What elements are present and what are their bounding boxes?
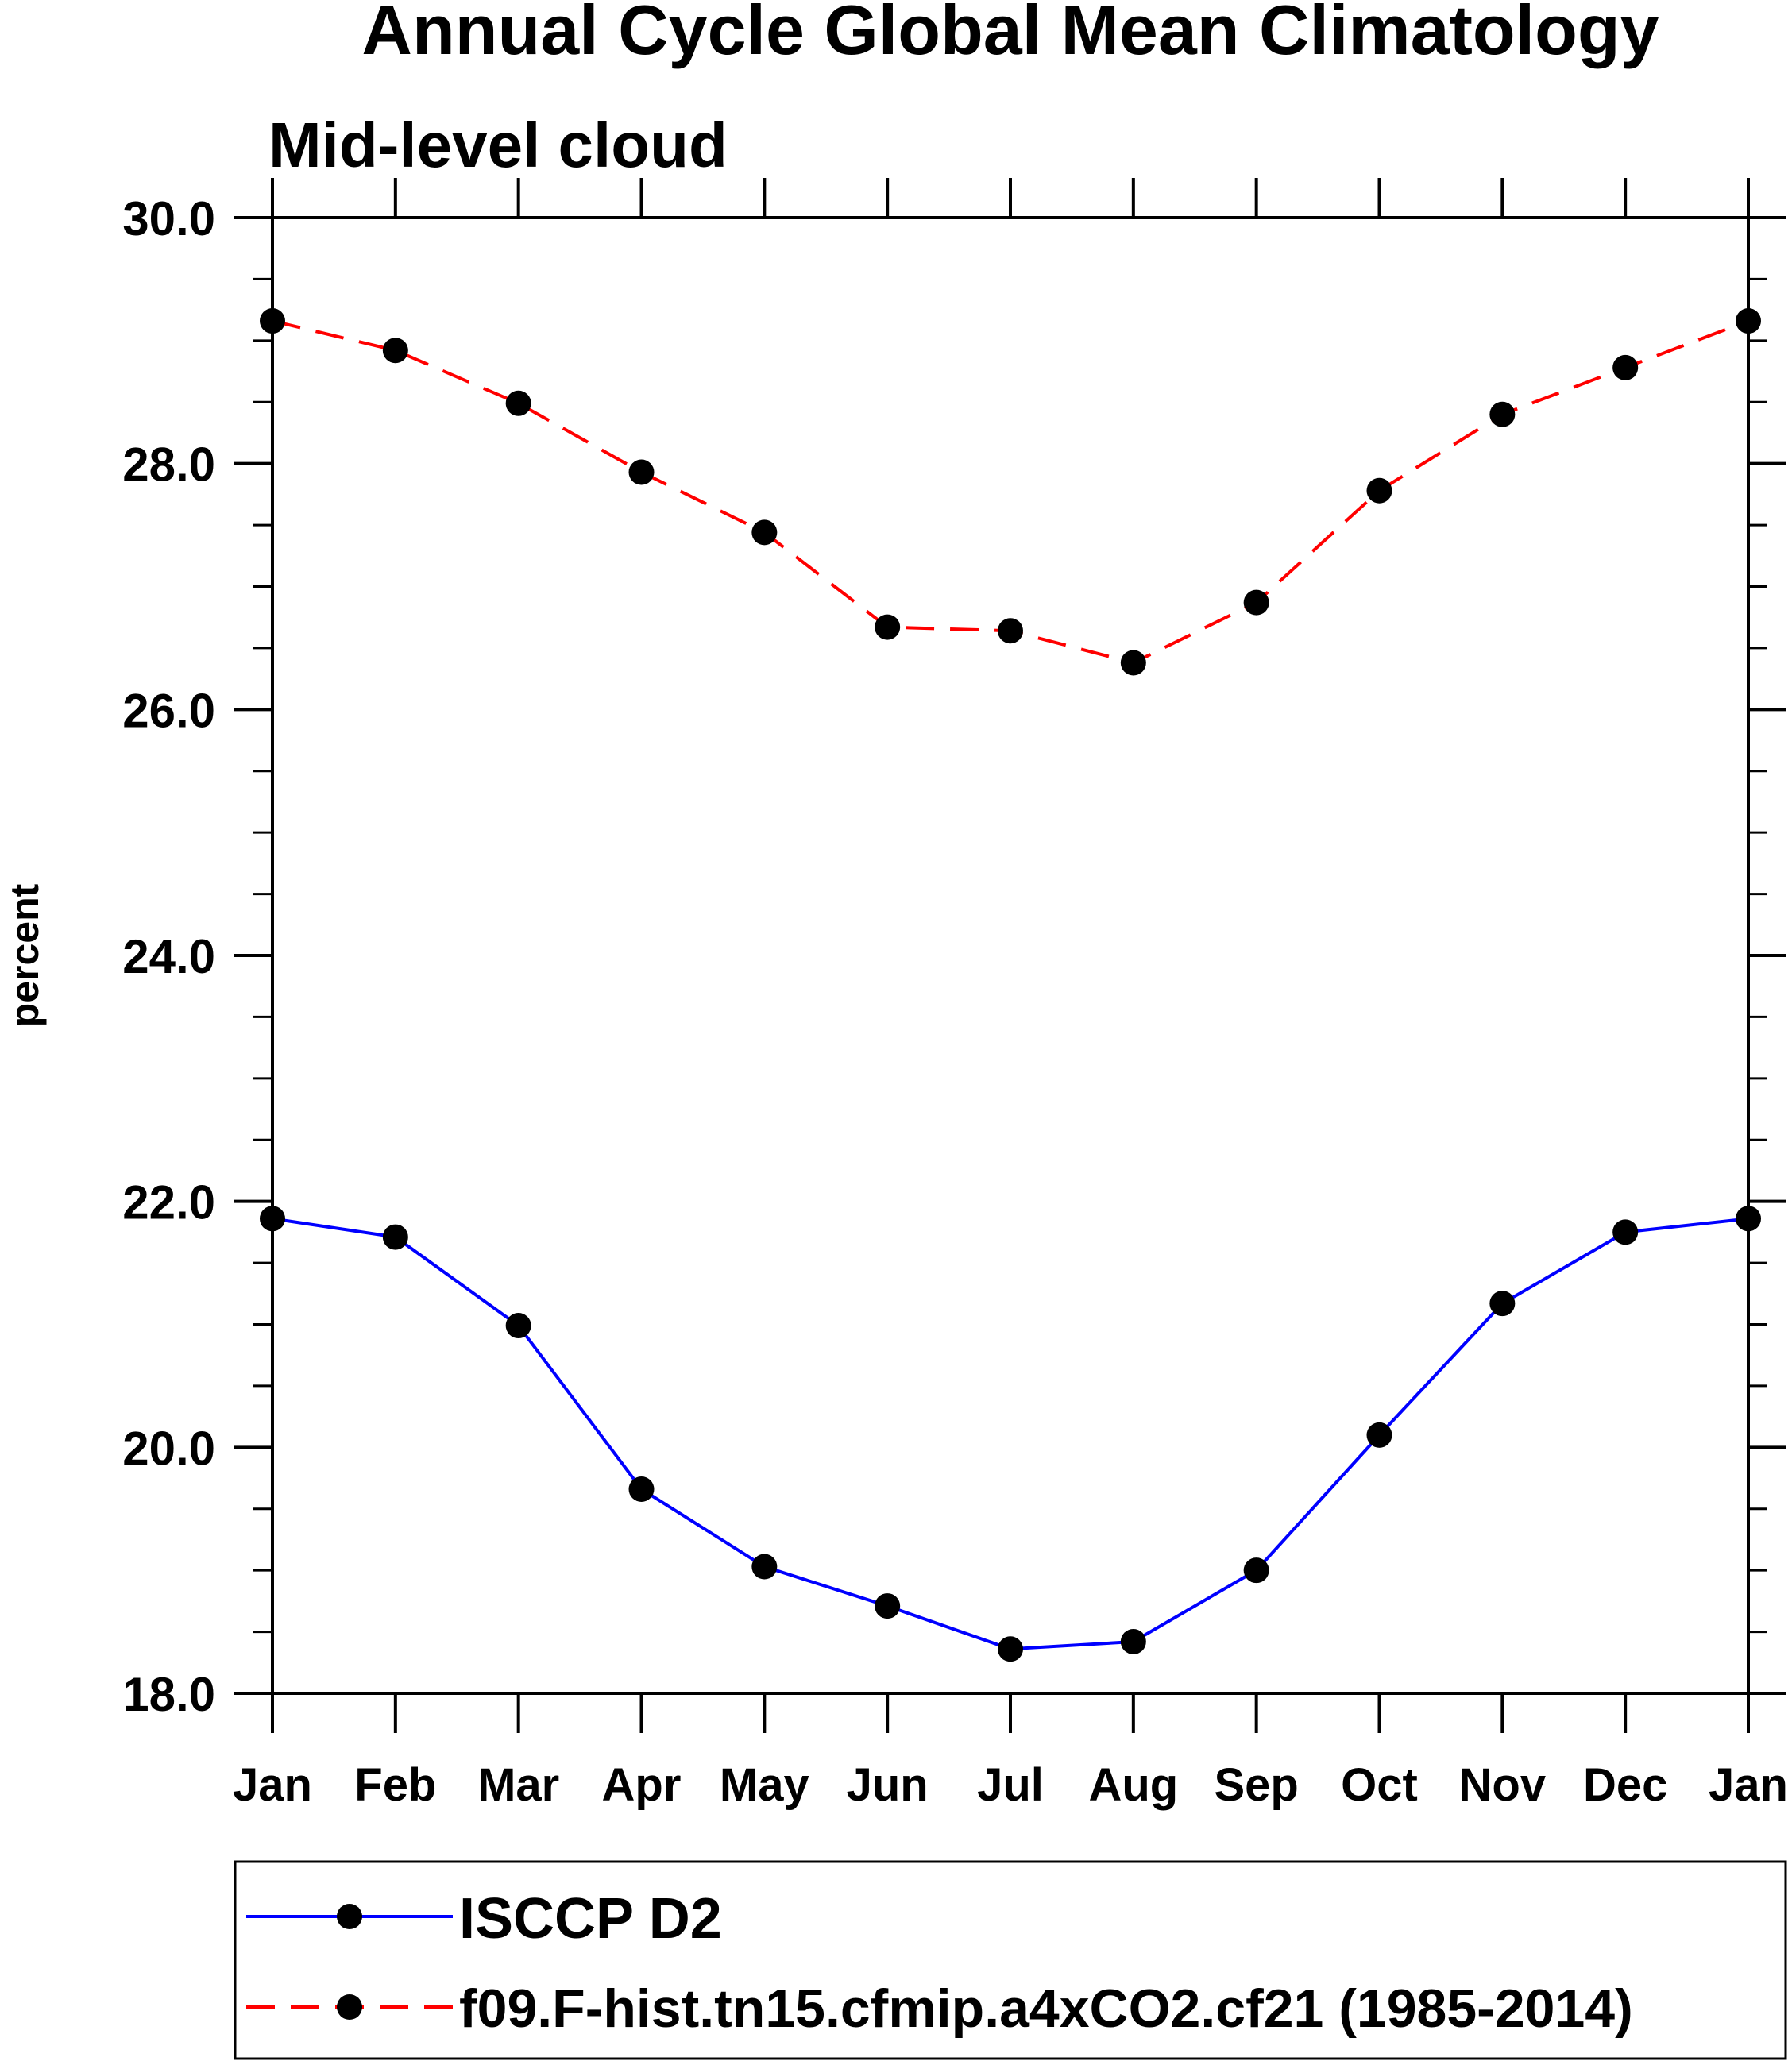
- x-tick-label: Sep: [1214, 1759, 1298, 1811]
- legend: ISCCP D2 f09.F-hist.tn15.cfmip.a4xCO2.cf…: [234, 1860, 1787, 2060]
- data-point-0: [1489, 1291, 1516, 1317]
- y-tick-label: 22.0: [122, 1176, 215, 1229]
- data-point-0: [1366, 1422, 1392, 1448]
- y-tick-label: 30.0: [122, 192, 215, 245]
- x-tick-label: Jan: [1709, 1759, 1788, 1811]
- data-point-1: [1489, 401, 1516, 427]
- data-point-0: [382, 1224, 408, 1250]
- legend-marker-isccp: [337, 1904, 362, 1929]
- data-point-0: [505, 1313, 531, 1339]
- data-point-1: [875, 614, 901, 640]
- x-tick-label: Jun: [847, 1759, 929, 1811]
- data-point-1: [1736, 308, 1761, 334]
- data-point-1: [260, 308, 285, 334]
- plot-frame: [271, 216, 1750, 1695]
- x-tick-label: Nov: [1459, 1759, 1547, 1811]
- data-point-1: [1243, 589, 1269, 616]
- data-point-1: [1366, 477, 1392, 504]
- data-point-1: [1120, 650, 1146, 676]
- legend-label-model: f09.F-hist.tn15.cfmip.a4xCO2.cf21 (1985-…: [459, 1978, 1633, 2039]
- series-line-1: [272, 319, 1749, 665]
- data-point-1: [751, 519, 778, 546]
- data-point-1: [998, 618, 1023, 644]
- y-tick-label: 26.0: [122, 684, 215, 737]
- data-point-0: [628, 1476, 655, 1502]
- legend-marker-model: [337, 1994, 362, 2020]
- y-tick-label: 28.0: [122, 438, 215, 492]
- data-point-1: [628, 459, 655, 485]
- x-tick-label: May: [720, 1759, 809, 1811]
- data-point-1: [1612, 354, 1639, 380]
- legend-label-isccp: ISCCP D2: [459, 1887, 722, 1951]
- x-tick-label: Dec: [1583, 1759, 1667, 1811]
- data-point-1: [382, 338, 408, 364]
- y-tick-label: 18.0: [122, 1668, 215, 1721]
- y-tick-label: 20.0: [122, 1422, 215, 1475]
- legend-box: [234, 1860, 1787, 2060]
- data-point-0: [998, 1636, 1023, 1662]
- series-line-0: [272, 1217, 1749, 1651]
- data-point-0: [1612, 1219, 1639, 1245]
- data-point-0: [1736, 1206, 1761, 1232]
- x-tick-label: Aug: [1088, 1759, 1178, 1811]
- x-tick-label: Feb: [354, 1759, 436, 1811]
- data-point-0: [1120, 1628, 1146, 1654]
- data-point-0: [875, 1593, 901, 1619]
- x-tick-label: Oct: [1341, 1759, 1418, 1811]
- y-axis-label: percent: [2, 883, 47, 1027]
- x-tick-label: Jan: [233, 1759, 312, 1811]
- data-point-0: [260, 1206, 285, 1232]
- x-tick-label: Mar: [477, 1759, 559, 1811]
- data-point-0: [751, 1554, 778, 1580]
- chart-title: Annual Cycle Global Mean Climatology: [361, 0, 1659, 69]
- x-tick-label: Jul: [977, 1759, 1044, 1811]
- y-tick-label: 24.0: [122, 930, 215, 983]
- data-point-0: [1243, 1557, 1269, 1584]
- chart-subtitle: Mid-level cloud: [268, 110, 728, 180]
- x-tick-label: Apr: [602, 1759, 682, 1811]
- data-point-1: [505, 390, 531, 416]
